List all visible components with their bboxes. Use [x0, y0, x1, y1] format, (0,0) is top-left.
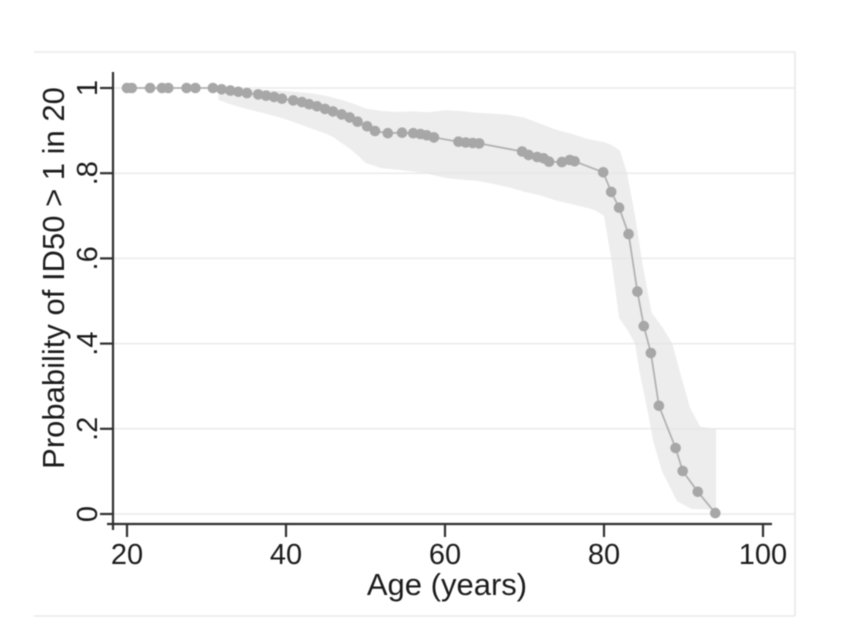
y-tick-label: 0 — [72, 506, 104, 522]
confidence-band — [218, 87, 717, 514]
data-point — [473, 138, 485, 149]
data-point — [144, 82, 156, 94]
data-point — [268, 91, 280, 103]
data-point — [361, 121, 373, 132]
data-point — [241, 87, 253, 99]
data-point — [181, 82, 192, 94]
data-point — [163, 82, 174, 94]
data-point — [190, 82, 201, 94]
data-series — [121, 82, 721, 519]
data-point — [327, 106, 339, 117]
data-point — [260, 90, 272, 101]
x-tick-label: 80 — [588, 539, 620, 571]
confidence-band-area — [218, 87, 717, 514]
data-point — [216, 84, 227, 95]
data-point — [252, 89, 264, 100]
y-tick-label: .6 — [72, 246, 104, 270]
data-point — [396, 127, 408, 138]
data-point — [645, 347, 657, 359]
x-axis-title: Age (years) — [367, 567, 527, 602]
data-point — [613, 202, 625, 213]
data-point — [276, 93, 288, 104]
data-point — [428, 132, 440, 143]
data-point — [225, 85, 236, 96]
data-point — [207, 82, 219, 94]
x-tick-label: 20 — [111, 539, 143, 571]
data-point — [653, 400, 665, 412]
data-point — [677, 465, 688, 477]
data-point — [233, 86, 244, 98]
y-tick-label: .8 — [72, 161, 104, 185]
plot-frame — [34, 51, 796, 617]
x-tick-label: 100 — [739, 539, 787, 571]
tick-labels: 0 .2 .4 .6 .8 1 20 40 60 80 100 — [72, 80, 787, 571]
data-point — [369, 125, 381, 137]
data-point — [126, 82, 138, 94]
data-point — [710, 507, 721, 519]
y-axis-title: Probability of ID50 > 1 in 20 — [36, 87, 71, 469]
data-point — [692, 486, 704, 498]
data-point — [336, 109, 347, 120]
gridlines — [114, 87, 795, 515]
data-point — [382, 127, 394, 139]
data-point — [352, 116, 363, 127]
x-tick-label: 40 — [270, 539, 302, 571]
data-point — [569, 156, 580, 167]
y-tick-label: .4 — [72, 332, 104, 356]
data-point — [344, 112, 355, 123]
data-point — [287, 95, 299, 106]
data-point — [543, 156, 555, 167]
y-tick-label: 1 — [72, 80, 104, 96]
data-point — [311, 101, 323, 112]
data-point — [638, 320, 650, 332]
data-point — [623, 228, 634, 240]
data-point — [523, 149, 534, 161]
x-tick-label: 60 — [429, 539, 461, 571]
data-point — [597, 167, 609, 178]
y-tick-label: .2 — [72, 417, 104, 441]
axes — [100, 72, 772, 537]
data-point — [632, 286, 643, 297]
data-point — [605, 186, 617, 198]
data-point — [670, 442, 681, 454]
